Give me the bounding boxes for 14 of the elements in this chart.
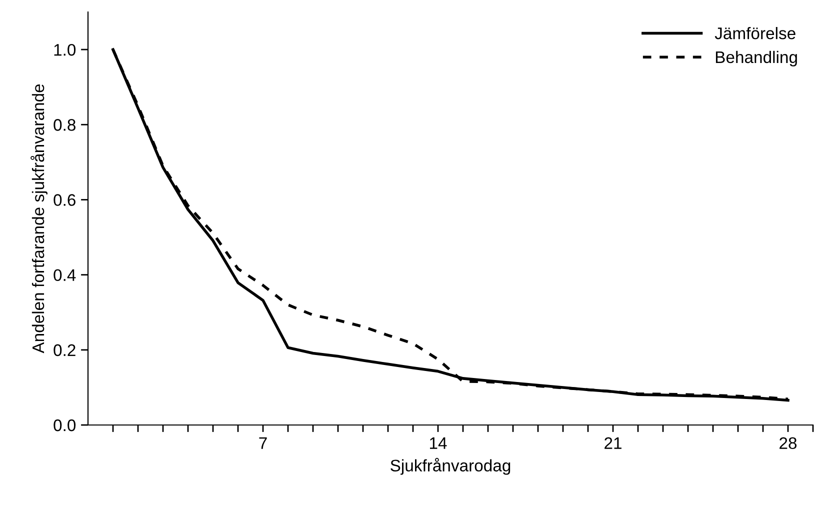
x-tick-label: 21	[604, 437, 622, 449]
x-tick-label: 14	[430, 437, 447, 449]
x-axis-title: Sjukfrånvarodag	[390, 458, 510, 475]
y-tick-label: 1.0	[54, 44, 76, 56]
y-tick-label: 0.4	[54, 269, 76, 282]
x-tick-label: 28	[780, 437, 797, 450]
y-axis-title: Andelen fortfarande sjukfrånvarande	[30, 84, 48, 354]
x-tick-label: 7	[259, 437, 267, 449]
legend-label: Behandling	[716, 50, 797, 66]
y-tick-label: 0.6	[54, 194, 76, 206]
y-tick-label: 0.2	[54, 344, 76, 356]
y-tick-label: 0.0	[54, 419, 76, 432]
legend-label: Jämförelse	[714, 27, 796, 40]
y-tick-label: 0.8	[54, 119, 76, 131]
